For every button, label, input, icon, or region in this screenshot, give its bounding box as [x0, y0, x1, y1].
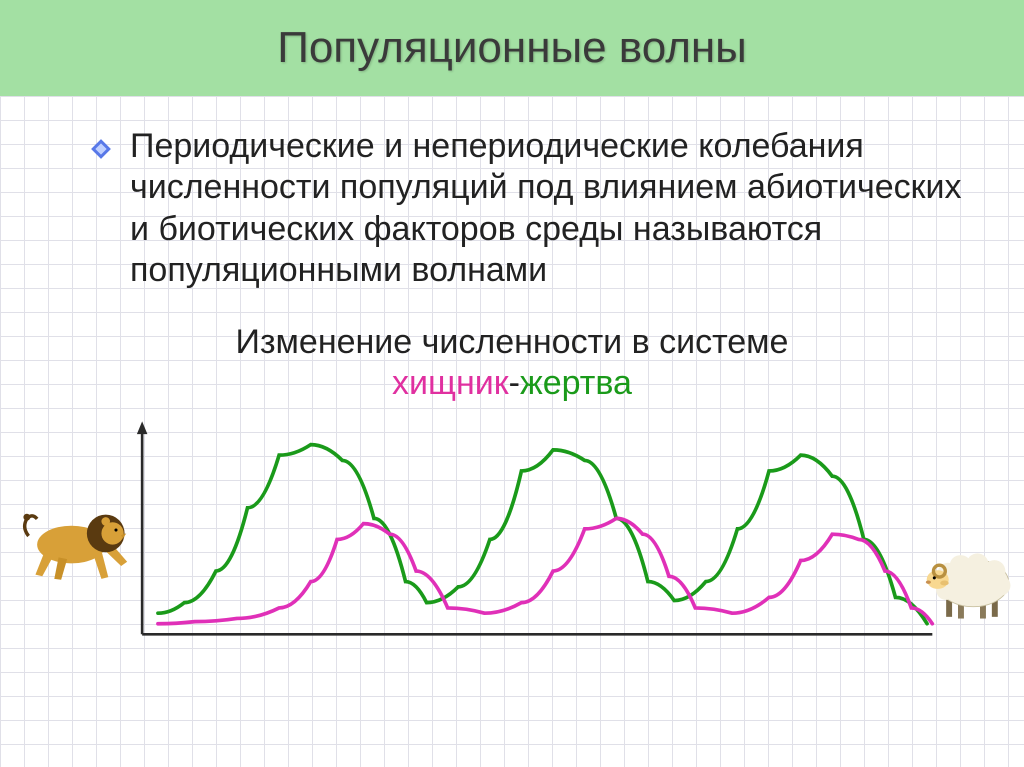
population-chart [100, 413, 964, 643]
body-paragraph: Периодические и непериодические колебани… [0, 96, 1024, 302]
sheep-icon [914, 539, 1024, 624]
page-title: Популяционные волны [277, 23, 747, 73]
prey-label: жертва [520, 364, 632, 402]
dash: - [509, 364, 520, 402]
prey-curve [158, 445, 927, 624]
predator-label: хищник [392, 364, 509, 402]
chart-svg [100, 413, 964, 655]
chart-subtitle: Изменение численности в системе хищник-ж… [0, 322, 1024, 404]
lion-icon [20, 506, 140, 583]
subtitle-line1: Изменение численности в системе [0, 322, 1024, 363]
diamond-bullet-icon [90, 138, 112, 160]
y-axis-arrow-icon [137, 422, 148, 435]
predator-curve [158, 519, 932, 624]
definition-text: Периодические и непериодические колебани… [130, 126, 964, 292]
title-bar: Популяционные волны [0, 0, 1024, 96]
